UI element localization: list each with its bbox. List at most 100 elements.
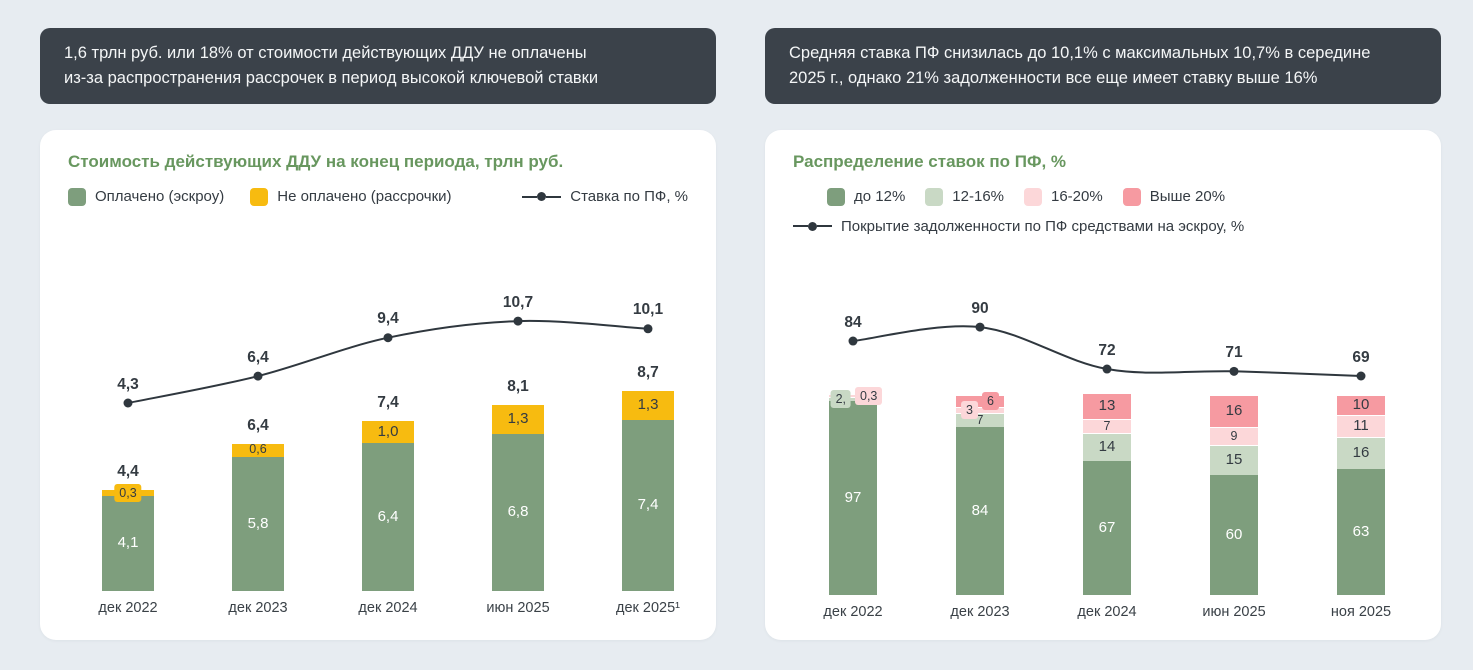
bar-value-label: 1,3 [507,410,529,428]
bar-value-label: 7,4 [637,496,659,514]
legend-label-paid: Оплачено (эскроу) [95,188,225,205]
bar-value-chip: 0,3 [114,483,142,502]
bar-value-label: 60 [1225,525,1243,543]
bar-segment [1337,468,1385,595]
rate-12-16-swatch-icon [925,187,944,206]
data-point-icon [643,323,653,333]
data-point-icon [1102,364,1112,374]
line-value-label: 69 [1352,348,1370,366]
bar-value-label: 16 [1352,443,1370,461]
under12-swatch-icon [827,187,845,206]
legend-item-16-20: 16-20% [1024,187,1103,206]
bar-segment [1210,444,1258,475]
legend-item-paid: Оплачено (эскроу) [68,187,225,206]
legend-label-coverage-line: Покрытие задолженности по ПФ средствами … [841,217,1245,235]
bar-segment [829,394,877,397]
bar-value-chip: 3 [961,400,978,419]
legend-item-over20: Выше 20% [1122,187,1225,206]
data-point-icon [1356,371,1366,380]
legend-item-under12: до 12% [827,187,906,206]
line-value-label: 84 [844,313,862,331]
bar-segment [1337,414,1385,437]
bar-value-chip: 2, [830,389,851,408]
data-point-icon [975,322,985,332]
right-headline: Средняя ставка ПФ снизилась до 10,1% с м… [765,28,1441,104]
right-plot-wrap: 97 2, 0,3 84 7 3 6 67 14 7 13 60 15 9 16 63 16 11 10 84 90 72… [793,235,1413,630]
bar-value-label: 10 [1352,395,1370,413]
legend-label-unpaid: Не оплачено (рассрочки) [277,188,452,205]
bar-segment [362,420,414,444]
x-axis-label: дек 2024 [358,599,418,616]
x-axis-label: дек 2025¹ [616,599,680,616]
data-point-icon [848,336,858,346]
line-value-label: 90 [971,299,989,317]
data-point-icon [513,316,523,326]
over20-swatch-icon [1122,187,1141,206]
bar-value-label: 11 [1353,416,1369,434]
bar-segment [1083,460,1131,595]
bar-value-label: 63 [1352,522,1370,540]
bar-value-label: 9 [1230,428,1238,443]
bar-value-label: 13 [1098,396,1116,414]
bar-segment [1337,436,1385,469]
paid-swatch-icon [68,187,86,206]
legend-label-12-16: 12-16% [952,188,1004,205]
unpaid-swatch-icon [250,187,269,206]
bar-value-label: 16 [1225,401,1243,419]
bar-value-label: 15 [1225,450,1243,468]
legend-label-rate-line: Ставка по ПФ, % [570,188,688,205]
x-axis-label: июн 2025 [1202,603,1266,620]
bar-segment [492,404,544,435]
right-chart-title: Распределение ставок по ПФ, % [793,151,1067,171]
left-plot-wrap: 4,1 0,3 4,4 5,8 0,6 6,4 6,4 1,0 7,4 6,8 1,3 8,1 7,4 1… [68,231,688,626]
right-chart-card: Распределение ставок по ПФ, % до 12% 12-… [765,129,1441,640]
bar-value-label: 1,3 [637,396,659,414]
bar-total-label: 8,1 [507,378,529,396]
data-point-icon [1229,366,1239,376]
bar-segment [829,400,877,595]
bar-value-label: 7 [976,412,984,427]
line-value-label: 10,1 [632,301,664,319]
bar-value-chip: 6 [982,391,999,410]
line-value-label: 6,4 [247,348,269,366]
right-legend-row-2: Покрытие задолженности по ПФ средствами … [793,218,1413,235]
bar-value-label: 14 [1098,437,1116,455]
left-legend: Оплачено (эскроу) Не оплачено (рассрочки… [68,187,688,206]
data-point-icon [253,371,263,381]
x-axis-label: дек 2024 [1077,603,1137,620]
bar-segment [829,396,877,401]
bar-total-label: 7,4 [377,394,399,412]
bar-total-label: 4,4 [117,463,139,481]
bar-segment [102,496,154,591]
bar-value-label: 67 [1098,518,1116,536]
bar-segment [232,443,284,458]
left-chart-card: Стоимость действующих ДДУ на конец перио… [40,129,716,640]
legend-item-coverage-line: Покрытие задолженности по ПФ средствами … [793,218,1244,235]
bar-value-label: 97 [844,488,862,506]
left-chart-title: Стоимость действующих ДДУ на конец перио… [68,151,564,171]
bar-value-label: 4,1 [117,534,139,552]
line-value-label: 71 [1225,343,1243,361]
x-axis-label: ноя 2025 [1330,603,1392,620]
right-x-axis: дек 2022 дек 2023 дек 2024 июн 2025 ноя 2025 [793,604,1413,630]
legend-item-rate-line: Ставка по ПФ, % [522,188,688,205]
left-chart-plot: 4,1 0,3 4,4 5,8 0,6 6,4 6,4 1,0 7,4 6,8 1,3 8,1 7,4 1… [68,231,688,591]
line-value-label: 10,7 [502,293,534,311]
legend-item-12-16: 12-16% [925,187,1004,206]
legend-label-under12: до 12% [854,188,906,205]
line-value-label: 9,4 [377,310,399,328]
x-axis-label: дек 2022 [823,603,883,620]
bar-value-chip: 0,3 [855,386,883,405]
bar-segment [1210,394,1258,427]
x-axis-label: июн 2025 [486,599,550,616]
legend-label-16-20: 16-20% [1051,188,1103,205]
bar-value-label: 7 [1103,418,1111,433]
x-axis-label: дек 2023 [228,599,288,616]
bar-value-label: 6,4 [377,508,399,526]
bar-total-label: 6,4 [247,417,269,435]
bar-segment [1083,392,1131,419]
legend-item-unpaid: Не оплачено (рассрочки) [250,187,452,206]
line-marker-icon [793,221,832,231]
x-axis-label: дек 2023 [950,603,1010,620]
bar-segment [1210,426,1258,445]
